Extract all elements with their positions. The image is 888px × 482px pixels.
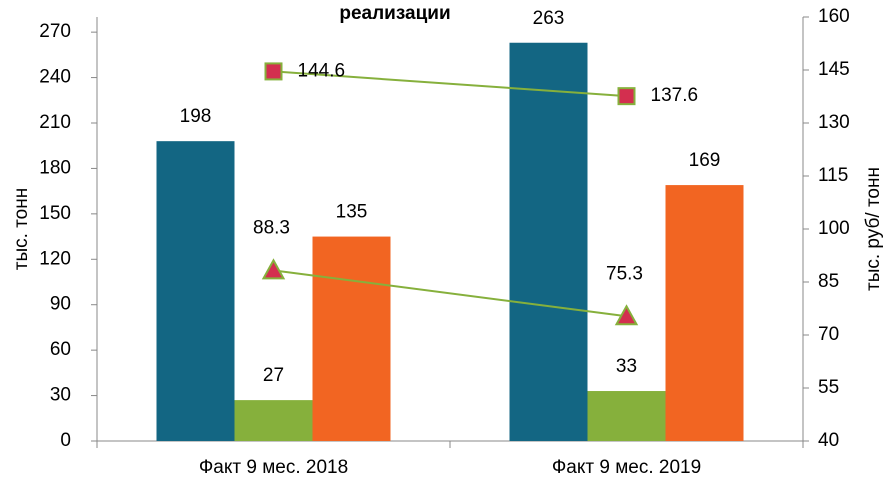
value-label: 27 xyxy=(263,365,284,386)
y-axis-label: тыс. тонн xyxy=(11,188,32,270)
y2-tick-label: 115 xyxy=(818,165,848,186)
y-tick-label: 120 xyxy=(39,248,71,269)
y-tick-label: 240 xyxy=(39,67,71,88)
value-label: 88.3 xyxy=(253,217,290,238)
bar xyxy=(587,391,666,441)
y-tick-label: 180 xyxy=(39,157,71,178)
y2-tick-label: 100 xyxy=(818,218,850,239)
y2-tick-label: 160 xyxy=(818,6,850,27)
y-tick-label: 90 xyxy=(50,294,71,315)
value-label: 169 xyxy=(689,150,721,171)
y2-tick-label: 40 xyxy=(818,430,839,451)
y-tick-label: 30 xyxy=(50,385,71,406)
y2-tick-label: 70 xyxy=(818,324,839,345)
marker xyxy=(617,87,636,106)
value-label: 263 xyxy=(533,8,565,29)
y-tick-label: 0 xyxy=(60,430,71,451)
value-label: 135 xyxy=(336,202,368,223)
value-label: 144.6 xyxy=(298,60,346,81)
y-tick-label: 210 xyxy=(39,112,71,133)
chart-title: реализации xyxy=(339,3,450,24)
line xyxy=(273,269,627,318)
value-label: 33 xyxy=(616,356,637,377)
bar xyxy=(312,236,391,441)
y-tick-label: 270 xyxy=(39,21,71,42)
value-label: 198 xyxy=(180,106,212,127)
y2-tick-label: 85 xyxy=(818,271,839,292)
value-label: 137.6 xyxy=(651,85,699,106)
x-tick-label: Факт 9 мес. 2018 xyxy=(199,457,348,478)
y2-tick-label: 145 xyxy=(818,59,850,80)
x-tick-label: Факт 9 мес. 2019 xyxy=(552,457,701,478)
y-tick-label: 60 xyxy=(50,339,71,360)
y2-tick-label: 130 xyxy=(818,112,850,133)
bar xyxy=(665,185,744,441)
y2-tick-label: 55 xyxy=(818,377,839,398)
line xyxy=(273,70,627,98)
bar xyxy=(509,42,588,441)
marker xyxy=(614,304,639,326)
bar xyxy=(156,141,235,441)
y2-axis-label: тыс. руб/ тонн xyxy=(863,167,884,291)
marker xyxy=(261,258,286,280)
bar xyxy=(234,400,313,441)
marker xyxy=(264,62,283,81)
y-tick-label: 150 xyxy=(39,203,71,224)
value-label: 75.3 xyxy=(606,263,643,284)
